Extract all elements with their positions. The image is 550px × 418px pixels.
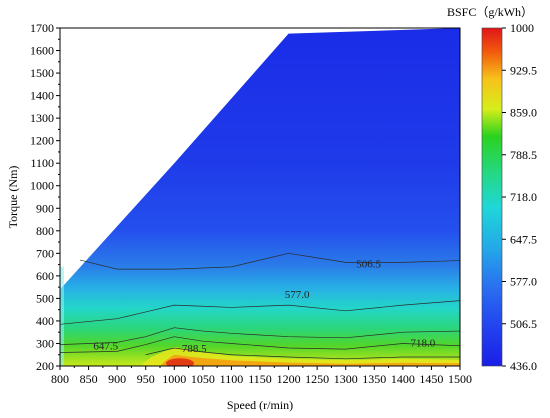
contour-labels: 506.5 577.0 647.5 788.5 718.0 bbox=[93, 258, 435, 355]
y-tick-label: 400 bbox=[36, 314, 54, 328]
contour-label: 506.5 bbox=[356, 258, 381, 270]
colorbar-title: BSFC（g/kWh） bbox=[447, 5, 533, 19]
y-tick-label: 1000 bbox=[30, 179, 54, 193]
x-tick-label: 1500 bbox=[448, 372, 472, 386]
colorbar-tick-label: 647.5 bbox=[510, 232, 537, 246]
y-tick-label: 1100 bbox=[30, 156, 54, 170]
colorbar: BSFC（g/kWh） 1000 929.5 859.0 788.5 718.0 647.… bbox=[447, 5, 537, 373]
x-tick-label: 800 bbox=[51, 372, 69, 386]
x-tick-label: 1300 bbox=[334, 372, 358, 386]
y-tick-label: 800 bbox=[36, 224, 54, 238]
colorbar-tick-label: 718.0 bbox=[510, 190, 537, 204]
y-tick-label: 1500 bbox=[30, 66, 54, 80]
y-tick-label: 1400 bbox=[30, 89, 54, 103]
y-tick-label: 1200 bbox=[30, 134, 54, 148]
plot-area bbox=[60, 28, 460, 366]
y-tick-label: 900 bbox=[36, 201, 54, 215]
y-tick-label: 500 bbox=[36, 291, 54, 305]
contour-lines bbox=[60, 252, 460, 360]
contour-label: 577.0 bbox=[285, 289, 310, 301]
contour-line-788.5 bbox=[145, 347, 460, 360]
contour-label: 788.5 bbox=[182, 343, 207, 355]
x-axis: 800 850 900 950 1000 1050 1100 1150 1200 1250 1300… bbox=[51, 366, 472, 386]
y-tick-label: 200 bbox=[36, 359, 54, 373]
contour-label: 647.5 bbox=[93, 341, 118, 353]
colorbar-tick-label: 577.0 bbox=[510, 275, 537, 289]
colorbar-ticks: 1000 929.5 859.0 788.5 718.0 647.5 577.0 506.5 4… bbox=[502, 21, 537, 373]
x-tick-label: 1400 bbox=[391, 372, 415, 386]
x-tick-label: 1200 bbox=[277, 372, 301, 386]
y-axis-title: Torque (Nm) bbox=[6, 166, 20, 229]
colorbar-tick-label: 859.0 bbox=[510, 106, 537, 120]
contour-line-577 bbox=[60, 300, 460, 325]
contour-line-718 bbox=[60, 336, 460, 353]
left-halo bbox=[60, 266, 64, 366]
x-tick-label: 950 bbox=[137, 372, 155, 386]
y-axis: 200 300 400 500 600 700 800 900 1000 1100 1200 1300… bbox=[30, 21, 60, 373]
y-tick-label: 1600 bbox=[30, 44, 54, 58]
colorbar-tick-label: 1000 bbox=[510, 21, 534, 35]
bsfc-field bbox=[60, 28, 460, 366]
x-tick-label: 1350 bbox=[362, 372, 386, 386]
x-tick-label: 1050 bbox=[191, 372, 215, 386]
x-tick-label: 1000 bbox=[162, 372, 186, 386]
y-tick-label: 600 bbox=[36, 269, 54, 283]
colorbar-tick-label: 436.0 bbox=[510, 359, 537, 373]
contour-line-506.5 bbox=[79, 252, 460, 270]
colorbar-tick-label: 788.5 bbox=[510, 148, 537, 162]
x-tick-label: 1150 bbox=[248, 372, 272, 386]
max-bsfc-spot bbox=[166, 358, 194, 366]
x-tick-label: 900 bbox=[108, 372, 126, 386]
x-tick-label: 1450 bbox=[419, 372, 443, 386]
x-tick-label: 1250 bbox=[305, 372, 329, 386]
colorbar-gradient bbox=[481, 27, 503, 367]
colorbar-tick-label: 929.5 bbox=[510, 63, 537, 77]
colorbar-tick-label: 506.5 bbox=[510, 317, 537, 331]
y-tick-label: 1300 bbox=[30, 111, 54, 125]
peak-bsfc-region bbox=[160, 354, 460, 366]
y-tick-label: 700 bbox=[36, 246, 54, 260]
x-tick-label: 850 bbox=[80, 372, 98, 386]
contour-label: 718.0 bbox=[410, 337, 435, 349]
y-tick-label: 300 bbox=[36, 336, 54, 350]
x-tick-label: 1100 bbox=[220, 372, 244, 386]
contour-line-647.5 bbox=[60, 327, 460, 345]
x-axis-title: Speed (r/min) bbox=[227, 398, 293, 412]
y-tick-label: 1700 bbox=[30, 21, 54, 35]
